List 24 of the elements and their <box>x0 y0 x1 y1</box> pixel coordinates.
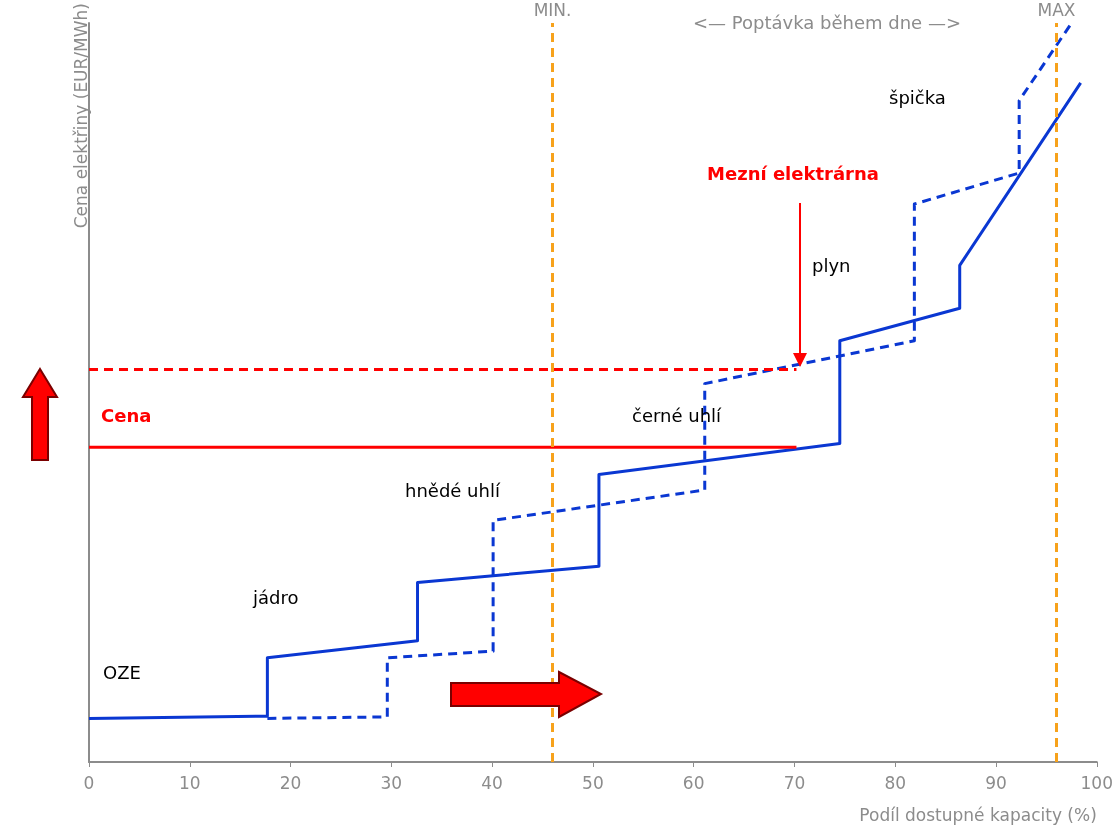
x-tick-label: 50 <box>582 772 604 793</box>
annotation: černé uhlí <box>632 404 722 426</box>
x-tick-label: 80 <box>884 772 907 793</box>
annotation: Mezní elektrárna <box>707 162 879 184</box>
annotation: plyn <box>812 254 851 276</box>
annotation: OZE <box>103 661 141 683</box>
y-axis-title: Cena elektřiny (EUR/MWh) <box>70 3 91 229</box>
ref-line-label: MIN. <box>533 0 572 20</box>
x-tick-label: 40 <box>481 772 503 793</box>
annotation: jádro <box>253 586 299 608</box>
x-axis-title: Podíl dostupné kapacity (%) <box>859 804 1097 825</box>
x-tick-label: 30 <box>380 772 403 793</box>
annotation: špička <box>889 86 946 108</box>
ref-line-label: MAX <box>1037 0 1076 20</box>
x-tick-label: 100 <box>1080 772 1113 793</box>
x-tick-label: 0 <box>83 772 95 793</box>
annotation: <— Poptávka během dne —> <box>692 11 962 33</box>
annotation: hnědé uhlí <box>405 479 500 501</box>
x-tick-label: 20 <box>279 772 302 793</box>
series-label: Cena <box>101 404 152 426</box>
x-tick-label: 60 <box>682 772 705 793</box>
x-tick-label: 10 <box>178 772 201 793</box>
x-tick-label: 90 <box>985 772 1007 793</box>
x-tick-label: 70 <box>783 772 806 793</box>
